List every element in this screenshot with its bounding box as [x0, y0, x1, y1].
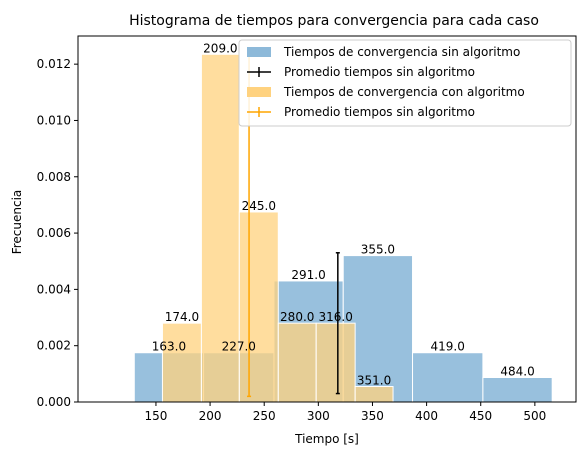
x-tick-label-4: 350	[361, 409, 384, 423]
bar-s1-4	[315, 322, 356, 403]
x-tick-label-7: 500	[523, 409, 546, 423]
legend-label-3: Promedio tiempos sin algoritmo	[284, 105, 475, 119]
x-tick-label-2: 250	[253, 409, 276, 423]
y-tick-label-4: 0.008	[37, 170, 71, 184]
legend-label-0: Tiempos de convergencia sin algoritmo	[283, 45, 520, 59]
bar-label-s1-1: 209.0	[203, 41, 237, 55]
bar-s1-0	[161, 322, 202, 403]
bar-label-s1-3: 280.0	[280, 310, 314, 324]
bar-label-s0-1: 227.0	[222, 340, 256, 354]
legend-label-2: Tiempos de convergencia con algoritmo	[283, 85, 525, 99]
bar-label-s1-4: 316.0	[318, 310, 352, 324]
bar-s1-1	[200, 53, 240, 403]
bar-label-s0-2: 291.0	[291, 268, 325, 282]
bar-labels: 163.0 227.0 291.0 355.0 419.0 484.0 174.0 209.0…	[152, 41, 535, 387]
x-axis-label: Tiempo [s]	[294, 432, 359, 446]
bar-s0-4	[412, 352, 484, 403]
bar-s0-5	[482, 377, 553, 403]
plot-frame	[77, 35, 577, 403]
bar-label-s0-4: 419.0	[431, 340, 465, 354]
bar-s1-3	[277, 322, 317, 403]
bar-label-s0-3: 355.0	[361, 243, 395, 257]
y-tick-label-3: 0.006	[37, 226, 71, 240]
y-axis-label: Frecuencia	[10, 190, 24, 255]
bar-s1-2	[238, 211, 279, 403]
bar-label-s1-5: 351.0	[357, 374, 391, 388]
bar-label-s0-0: 163.0	[152, 340, 186, 354]
legend-box	[238, 39, 572, 127]
x-tick-label-5: 400	[415, 409, 438, 423]
x-tick-label-6: 450	[469, 409, 492, 423]
bar-s1-5	[354, 386, 394, 403]
x-axis-ticks: 150 200 250 300 350 400 450 500	[144, 402, 546, 423]
y-tick-label-5: 0.010	[37, 113, 71, 127]
chart-title: Histograma de tiempos para convergencia …	[129, 13, 539, 29]
y-tick-label-1: 0.002	[37, 339, 71, 353]
y-axis-ticks: 0.000 0.002 0.004 0.006 0.008 0.010 0.012	[37, 57, 78, 409]
bar-label-s0-5: 484.0	[500, 365, 534, 379]
legend-swatch-0	[247, 47, 271, 57]
x-tick-label-0: 150	[144, 409, 167, 423]
legend-swatch-2	[247, 87, 271, 97]
bar-label-s1-0: 174.0	[165, 310, 199, 324]
x-tick-label-3: 300	[307, 409, 330, 423]
y-tick-label-2: 0.004	[37, 282, 71, 296]
x-tick-label-1: 200	[199, 409, 222, 423]
y-tick-label-0: 0.000	[37, 395, 71, 409]
y-tick-label-6: 0.012	[37, 57, 71, 71]
legend: Tiempos de convergencia sin algoritmo Pro…	[238, 39, 572, 127]
legend-label-1: Promedio tiempos sin algoritmo	[284, 65, 475, 79]
bar-label-s1-2: 245.0	[242, 199, 276, 213]
